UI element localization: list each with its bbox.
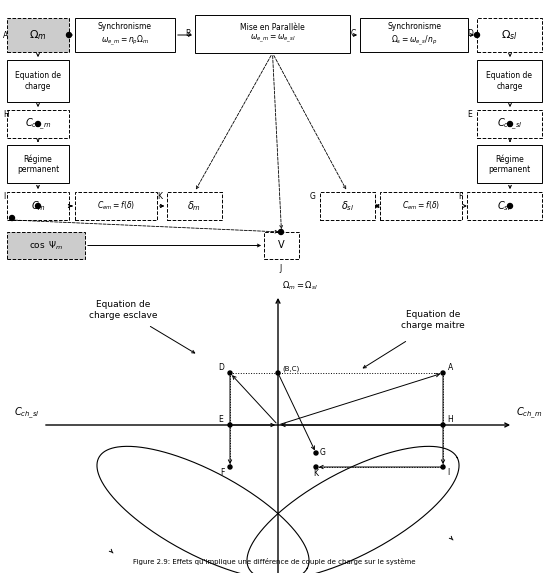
- Text: E: E: [218, 415, 223, 424]
- Text: Equation de
charge esclave: Equation de charge esclave: [89, 300, 157, 320]
- Bar: [477, 60, 542, 102]
- Text: K: K: [157, 192, 162, 201]
- Text: $C_{em}=f(\delta)$: $C_{em}=f(\delta)$: [401, 571, 445, 573]
- Circle shape: [507, 121, 513, 127]
- Text: K: K: [313, 469, 318, 478]
- Text: Equation de
charge maitre: Equation de charge maitre: [401, 311, 465, 329]
- Bar: [7, 192, 69, 220]
- Text: B: B: [185, 29, 190, 37]
- Text: $\cos\ \Psi_m$: $\cos\ \Psi_m$: [29, 240, 63, 252]
- Text: $\delta_{sl}$: $\delta_{sl}$: [341, 199, 354, 213]
- Bar: [360, 18, 468, 52]
- Text: $C_{em}=f(\delta)$: $C_{em}=f(\delta)$: [97, 200, 135, 212]
- Circle shape: [66, 33, 71, 37]
- Text: $C_{ch\_m}$: $C_{ch\_m}$: [516, 406, 542, 421]
- Text: F: F: [458, 192, 463, 201]
- Text: C: C: [351, 29, 356, 37]
- Circle shape: [314, 451, 318, 455]
- Text: Mise en Parallèle
$\omega_{e\_m}=\omega_{e\_sl}$: Mise en Parallèle $\omega_{e\_m}=\omega_…: [240, 22, 305, 45]
- Text: $C_{sl}$: $C_{sl}$: [497, 199, 512, 213]
- Bar: [264, 232, 299, 259]
- Text: A: A: [3, 30, 8, 40]
- Text: $C_{ch\_m}$: $C_{ch\_m}$: [25, 116, 51, 132]
- Text: G: G: [320, 448, 326, 457]
- Circle shape: [441, 423, 445, 427]
- Circle shape: [36, 121, 41, 127]
- Text: $\Omega_m=\Omega_{sl}$: $\Omega_m=\Omega_{sl}$: [282, 280, 318, 292]
- Text: $C_{ch\_sl}$: $C_{ch\_sl}$: [497, 116, 522, 132]
- Bar: [75, 192, 157, 220]
- Text: H: H: [447, 415, 453, 424]
- Text: V: V: [278, 241, 285, 250]
- Text: I: I: [447, 468, 449, 477]
- Text: Synchronisme
$\Omega_s=\omega_{e\_s}/n_p$: Synchronisme $\Omega_s=\omega_{e\_s}/n_p…: [387, 22, 441, 48]
- Text: $C_{em}=f(\delta)$: $C_{em}=f(\delta)$: [111, 571, 155, 573]
- Circle shape: [228, 423, 232, 427]
- Text: $\Omega_m$: $\Omega_m$: [29, 28, 47, 42]
- Text: J: J: [280, 264, 282, 273]
- Text: $\Omega_{sl}$: $\Omega_{sl}$: [501, 28, 518, 42]
- Bar: [320, 192, 375, 220]
- Text: Synchronisme
$\omega_{e\_m}=n_p\Omega_m$: Synchronisme $\omega_{e\_m}=n_p\Omega_m$: [98, 22, 152, 48]
- Bar: [7, 145, 69, 183]
- Bar: [195, 15, 350, 53]
- Bar: [477, 18, 542, 52]
- Text: $C_{ch\_sl}$: $C_{ch\_sl}$: [14, 406, 40, 421]
- Text: $\delta_m$: $\delta_m$: [187, 199, 201, 213]
- Bar: [7, 60, 69, 102]
- Bar: [7, 18, 69, 52]
- Text: Equation de
charge: Equation de charge: [486, 71, 533, 91]
- Bar: [7, 232, 85, 259]
- Circle shape: [276, 371, 280, 375]
- Circle shape: [507, 203, 513, 209]
- Text: D: D: [218, 363, 224, 372]
- Bar: [467, 192, 542, 220]
- Circle shape: [228, 371, 232, 375]
- Text: D: D: [467, 29, 473, 37]
- Bar: [7, 110, 69, 138]
- Circle shape: [441, 371, 445, 375]
- Bar: [477, 110, 542, 138]
- Circle shape: [441, 465, 445, 469]
- Text: H: H: [3, 110, 9, 119]
- Bar: [75, 18, 175, 52]
- Text: $C_m$: $C_m$: [31, 199, 46, 213]
- Text: Equation de
charge: Equation de charge: [15, 71, 61, 91]
- Circle shape: [36, 203, 41, 209]
- Bar: [477, 145, 542, 183]
- Circle shape: [9, 215, 14, 221]
- Text: G: G: [309, 192, 315, 201]
- Bar: [380, 192, 462, 220]
- Bar: [167, 192, 222, 220]
- Text: (B,C): (B,C): [282, 366, 299, 372]
- Text: Régime
permanent: Régime permanent: [489, 154, 531, 174]
- Circle shape: [228, 465, 232, 469]
- Text: $C_{em}=f(\delta)$: $C_{em}=f(\delta)$: [402, 200, 440, 212]
- Text: Figure 2.9: Effets qu'implique une différence de couple de charge sur le système: Figure 2.9: Effets qu'implique une diffé…: [133, 558, 415, 565]
- Circle shape: [314, 465, 318, 469]
- Text: I: I: [3, 192, 5, 201]
- Text: Régime
permanent: Régime permanent: [17, 154, 59, 174]
- Text: E: E: [467, 110, 472, 119]
- Text: A: A: [448, 363, 453, 372]
- Circle shape: [474, 33, 479, 37]
- Circle shape: [278, 230, 283, 234]
- Text: F: F: [220, 468, 225, 477]
